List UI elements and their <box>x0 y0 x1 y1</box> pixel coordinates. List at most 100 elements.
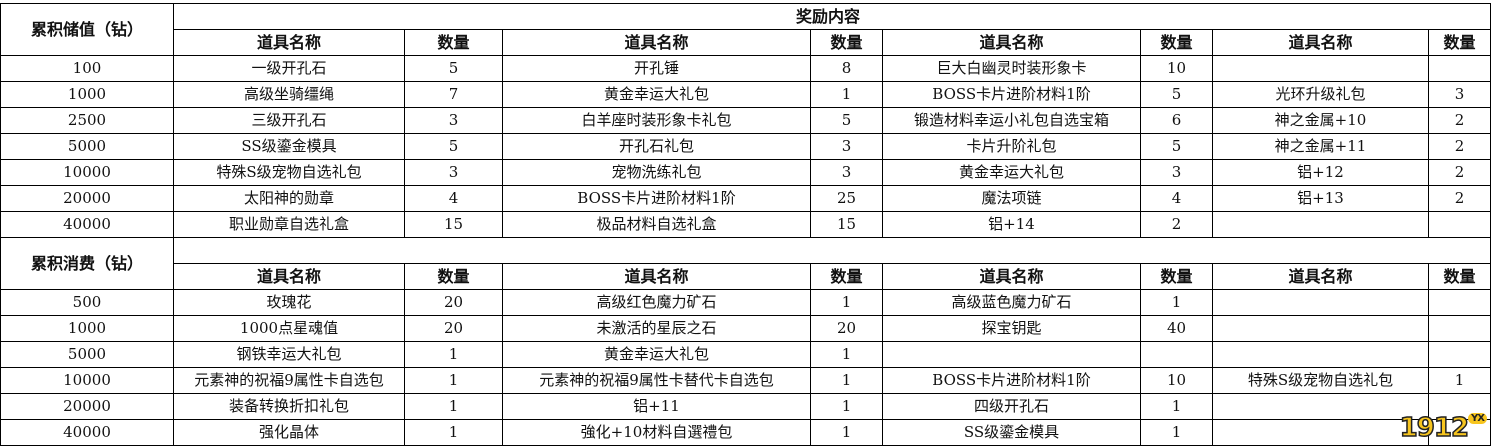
item-name: 特殊S级宠物自选礼包 <box>1212 367 1429 394</box>
item-quantity <box>1427 289 1492 316</box>
item-quantity: 3 <box>1427 81 1492 108</box>
table-row: 20000 装备转换折扣礼包 1 铝+11 1 四级开孔石 1 <box>0 393 1492 420</box>
header-quantity: 数量 <box>810 263 883 290</box>
item-name: 未激活的星辰之石 <box>502 315 811 342</box>
section-label: 累积消费（钻） <box>0 237 174 290</box>
item-quantity: 2 <box>1427 159 1492 186</box>
item-name: 高级坐骑缰绳 <box>173 81 405 108</box>
item-quantity: 5 <box>1140 81 1213 108</box>
item-name: 元素神的祝福9属性卡自选包 <box>173 367 405 394</box>
item-name <box>1212 315 1429 342</box>
item-quantity: 1 <box>1140 289 1213 316</box>
item-quantity: 10 <box>1140 367 1213 394</box>
table-row: 1000 1000点星魂值 20 未激活的星辰之石 20 探宝钥匙 40 <box>0 315 1492 342</box>
table-row: 40000 强化晶体 1 強化+10材料自選禮包 1 SS级鎏金模具 1 <box>0 419 1492 446</box>
item-quantity: 40 <box>1140 315 1213 342</box>
header-item-name: 道具名称 <box>502 29 811 56</box>
item-name: 高级红色魔力矿石 <box>502 289 811 316</box>
item-quantity <box>1140 341 1213 368</box>
item-name: 黄金幸运大礼包 <box>502 341 811 368</box>
item-quantity: 15 <box>810 211 883 238</box>
item-quantity: 3 <box>810 133 883 160</box>
item-name: 铝+11 <box>502 393 811 420</box>
section-title-row: 累积储值（钻） 奖励内容 <box>0 3 1492 56</box>
item-name: 白羊座时装形象卡礼包 <box>502 107 811 134</box>
item-name <box>1212 341 1429 368</box>
tier-value: 40000 <box>0 419 174 446</box>
item-quantity: 3 <box>1140 159 1213 186</box>
item-quantity: 5 <box>1140 133 1213 160</box>
item-name: 铝+13 <box>1212 185 1429 212</box>
table-row: 5000 SS级鎏金模具 5 开孔石礼包 3 卡片升阶礼包 5 神之金属+11 2 <box>0 133 1492 160</box>
item-name: 巨大白幽灵时装形象卡 <box>882 55 1141 82</box>
tier-value: 10000 <box>0 159 174 186</box>
watermark-text: 1912 <box>1399 412 1470 444</box>
item-name: 钢铁幸运大礼包 <box>173 341 405 368</box>
table-row: 40000 职业勋章自选礼盒 15 极品材料自选礼盒 15 铝+14 2 <box>0 211 1492 238</box>
item-name: 神之金属+10 <box>1212 107 1429 134</box>
item-quantity: 5 <box>404 133 503 160</box>
item-name <box>1212 419 1429 446</box>
item-quantity <box>1427 315 1492 342</box>
item-quantity: 5 <box>810 107 883 134</box>
item-name: SS级鎏金模具 <box>882 419 1141 446</box>
item-name: 特殊S级宠物自选礼包 <box>173 159 405 186</box>
item-quantity: 1 <box>810 419 883 446</box>
table-row: 10000 元素神的祝福9属性卡自选包 1 元素神的祝福9属性卡替代卡自选包 1 BOSS… <box>0 367 1492 394</box>
item-name: 极品材料自选礼盒 <box>502 211 811 238</box>
item-quantity <box>1427 211 1492 238</box>
item-quantity: 7 <box>404 81 503 108</box>
header-item-name: 道具名称 <box>882 29 1141 56</box>
header-quantity: 数量 <box>1140 263 1213 290</box>
item-quantity: 1 <box>810 341 883 368</box>
tier-value: 10000 <box>0 367 174 394</box>
item-name: 玫瑰花 <box>173 289 405 316</box>
header-item-name: 道具名称 <box>173 29 405 56</box>
item-name: 宠物洗练礼包 <box>502 159 811 186</box>
item-quantity: 2 <box>1427 107 1492 134</box>
item-quantity: 1 <box>810 289 883 316</box>
item-name <box>1212 55 1429 82</box>
item-quantity: 1 <box>404 367 503 394</box>
column-header-row: 道具名称 数量 道具名称 数量 道具名称 数量 道具名称 数量 <box>1 263 1492 290</box>
header-quantity: 数量 <box>404 29 503 56</box>
item-quantity: 4 <box>1140 185 1213 212</box>
table-row: 100 一级开孔石 5 开孔锤 8 巨大白幽灵时装形象卡 10 <box>0 55 1492 82</box>
section-title-row: 累积消费（钻） <box>0 237 1492 290</box>
item-quantity: 1 <box>810 81 883 108</box>
item-quantity: 25 <box>810 185 883 212</box>
tier-value: 20000 <box>0 393 174 420</box>
section-label: 累积储值（钻） <box>0 3 174 56</box>
item-quantity: 2 <box>1427 185 1492 212</box>
header-item-name: 道具名称 <box>1212 29 1429 56</box>
table-row: 10000 特殊S级宠物自选礼包 3 宠物洗练礼包 3 黄金幸运大礼包 3 铝+12 2 <box>0 159 1492 186</box>
item-name <box>1212 289 1429 316</box>
tier-value: 20000 <box>0 185 174 212</box>
table-row: 500 玫瑰花 20 高级红色魔力矿石 1 高级蓝色魔力矿石 1 <box>0 289 1492 316</box>
header-quantity: 数量 <box>810 29 883 56</box>
tier-value: 5000 <box>0 133 174 160</box>
item-name: 卡片升阶礼包 <box>882 133 1141 160</box>
item-name: BOSS卡片进阶材料1阶 <box>882 367 1141 394</box>
item-quantity: 1 <box>404 419 503 446</box>
item-name: 铝+12 <box>1212 159 1429 186</box>
item-name: 开孔石礼包 <box>502 133 811 160</box>
item-name: 装备转换折扣礼包 <box>173 393 405 420</box>
item-quantity: 3 <box>404 107 503 134</box>
site-watermark-logo: 1912 YX <box>1399 412 1487 444</box>
item-name: 职业勋章自选礼盒 <box>173 211 405 238</box>
item-quantity: 6 <box>1140 107 1213 134</box>
item-quantity: 8 <box>810 55 883 82</box>
item-quantity: 10 <box>1140 55 1213 82</box>
item-name: 强化晶体 <box>173 419 405 446</box>
tier-value: 5000 <box>0 341 174 368</box>
item-quantity: 3 <box>404 159 503 186</box>
item-quantity: 1 <box>1427 367 1492 394</box>
tier-value: 1000 <box>0 81 174 108</box>
item-name: 锻造材料幸运小礼包自选宝箱 <box>882 107 1141 134</box>
item-name: SS级鎏金模具 <box>173 133 405 160</box>
blank-title-cell <box>172 237 1492 264</box>
table-row: 5000 钢铁幸运大礼包 1 黄金幸运大礼包 1 <box>0 341 1492 368</box>
item-name <box>882 341 1141 368</box>
item-name: 魔法项链 <box>882 185 1141 212</box>
